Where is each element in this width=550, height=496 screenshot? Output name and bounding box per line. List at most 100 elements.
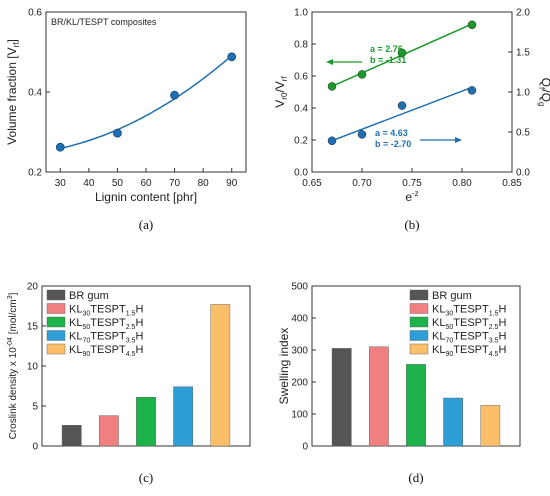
legend-label: KL30TESPT1.5H bbox=[69, 304, 143, 318]
y-axis-label: Swelling index bbox=[277, 328, 291, 405]
bar bbox=[61, 425, 82, 447]
y-tick-label: 0 bbox=[302, 442, 308, 453]
panel-d: Swelling index 0 100 200 300 400 500 BR gum KL… bbox=[277, 282, 521, 453]
x-tick-label: 0.75 bbox=[402, 178, 422, 189]
y-tick-left-label: 0.0 bbox=[294, 168, 308, 179]
legend-swatch bbox=[46, 316, 66, 328]
bar bbox=[480, 405, 501, 447]
x-tick-label: 40 bbox=[83, 178, 95, 189]
legend-swatch bbox=[409, 289, 429, 301]
legend-label: KL90TESPT4.5H bbox=[432, 344, 506, 358]
x-tick-label: 0.70 bbox=[352, 178, 372, 189]
legend-swatch bbox=[409, 316, 429, 328]
legend-label: KL50TESPT2.5H bbox=[432, 317, 506, 331]
y-tick-right-label: 2.0 bbox=[516, 8, 530, 19]
y-tick-label: 0.4 bbox=[28, 88, 42, 99]
caption-a: (a) bbox=[139, 217, 153, 232]
data-point bbox=[113, 128, 122, 138]
x-tick-label: 70 bbox=[169, 178, 181, 189]
y-tick-left-label: 0.4 bbox=[294, 104, 308, 115]
y-axis-left-label: Vr0/Vrf bbox=[273, 76, 289, 108]
y-tick-label: 5 bbox=[32, 402, 38, 413]
y-tick-left-label: 0.6 bbox=[294, 72, 308, 83]
y-tick-label: 0 bbox=[32, 442, 38, 453]
caption-d: (d) bbox=[408, 470, 423, 485]
legend-swatch bbox=[409, 343, 429, 355]
x-axis-label: e-z bbox=[405, 189, 418, 204]
y-axis-label: Volume fraction [Vrf] bbox=[5, 39, 21, 145]
x-tick-label: 80 bbox=[198, 178, 210, 189]
y-tick-left-label: 1.0 bbox=[294, 8, 308, 19]
panel-c: Croslink density x 10-04 [mol/cm3] 0 5 10 1… bbox=[7, 282, 251, 453]
panel-b: e-z Vr0/Vrf Qf/Qg 0.650.700.750.800.850.… bbox=[273, 8, 550, 205]
legend-swatch bbox=[46, 303, 66, 314]
arrow-right-blue-icon bbox=[420, 137, 462, 143]
legend-label: KL90TESPT4.5H bbox=[69, 344, 143, 358]
fit-curve bbox=[60, 55, 233, 150]
plot-frame bbox=[311, 11, 513, 173]
bar bbox=[331, 348, 352, 447]
data-point bbox=[397, 101, 407, 110]
data-point bbox=[467, 20, 477, 30]
y-axis-right-label: Qf/Qg bbox=[537, 78, 550, 107]
legend-label: BR gum bbox=[432, 290, 472, 302]
data-point bbox=[55, 142, 65, 152]
x-tick-label: 0.85 bbox=[502, 178, 522, 189]
y-tick-label: 500 bbox=[291, 282, 308, 293]
bar bbox=[136, 397, 156, 447]
caption-c: (c) bbox=[139, 470, 153, 485]
data-point bbox=[327, 82, 337, 91]
y-tick-label: 20 bbox=[27, 282, 39, 293]
fit-line-blue bbox=[331, 86, 473, 142]
data-point bbox=[227, 52, 237, 62]
arrow-left-green-icon bbox=[326, 59, 362, 65]
y-tick-right-label: 0.0 bbox=[516, 168, 530, 179]
fit-label-a-green: a = 2.76 bbox=[370, 44, 403, 54]
y-tick-label: 100 bbox=[291, 410, 308, 421]
annotation: BR/KL/TESPT composites bbox=[51, 17, 157, 27]
y-tick-right-label: 0.5 bbox=[516, 128, 530, 139]
data-point bbox=[467, 86, 477, 95]
x-tick-label: 0.65 bbox=[302, 178, 322, 189]
data-point bbox=[397, 48, 407, 58]
legend-label: KL50TESPT2.5H bbox=[69, 317, 143, 331]
x-axis-label: Lignin content [phr] bbox=[95, 190, 197, 204]
fit-label-b-green: b = -1.31 bbox=[370, 55, 406, 65]
bar bbox=[173, 386, 194, 447]
y-tick-label: 15 bbox=[27, 322, 39, 333]
legend-label: KL70TESPT3.5H bbox=[432, 331, 506, 345]
caption-b: (b) bbox=[404, 217, 419, 232]
y-axis-label: Croslink density x 10-04 [mol/cm3] bbox=[7, 292, 19, 439]
x-tick-label: 50 bbox=[112, 178, 124, 189]
x-tick-label: 60 bbox=[140, 178, 152, 189]
fit-label-b-blue: b = -2.70 bbox=[375, 139, 411, 149]
legend-swatch bbox=[46, 343, 66, 355]
panel-a: BR/KL/TESPT composites Lignin content [p… bbox=[5, 8, 247, 204]
y-tick-label: 400 bbox=[291, 314, 308, 325]
legend-swatch bbox=[46, 330, 66, 341]
x-tick-label: 30 bbox=[55, 178, 67, 189]
y-tick-label: 0.2 bbox=[28, 168, 42, 179]
x-tick-label: 0.80 bbox=[452, 178, 472, 189]
data-point bbox=[327, 136, 337, 146]
fit-label-a-blue: a = 4.63 bbox=[375, 128, 408, 138]
y-tick-right-label: 1.5 bbox=[516, 48, 530, 59]
y-tick-left-label: 0.2 bbox=[294, 136, 308, 147]
legend-label: BR gum bbox=[69, 290, 109, 302]
data-point bbox=[170, 90, 179, 100]
bar bbox=[98, 415, 119, 447]
y-tick-right-label: 1.0 bbox=[516, 88, 530, 99]
legend-swatch bbox=[46, 289, 66, 301]
legend-label: KL30TESPT1.5H bbox=[432, 304, 506, 318]
y-tick-label: 10 bbox=[27, 362, 39, 373]
plot-frame bbox=[45, 11, 247, 173]
data-point bbox=[357, 70, 367, 79]
y-tick-label: 200 bbox=[291, 378, 308, 389]
x-tick-label: 90 bbox=[226, 178, 238, 189]
y-tick-left-label: 0.8 bbox=[294, 40, 308, 51]
y-tick-label: 300 bbox=[291, 346, 308, 357]
bar bbox=[443, 397, 464, 447]
bar bbox=[406, 364, 426, 447]
bar bbox=[369, 346, 389, 447]
